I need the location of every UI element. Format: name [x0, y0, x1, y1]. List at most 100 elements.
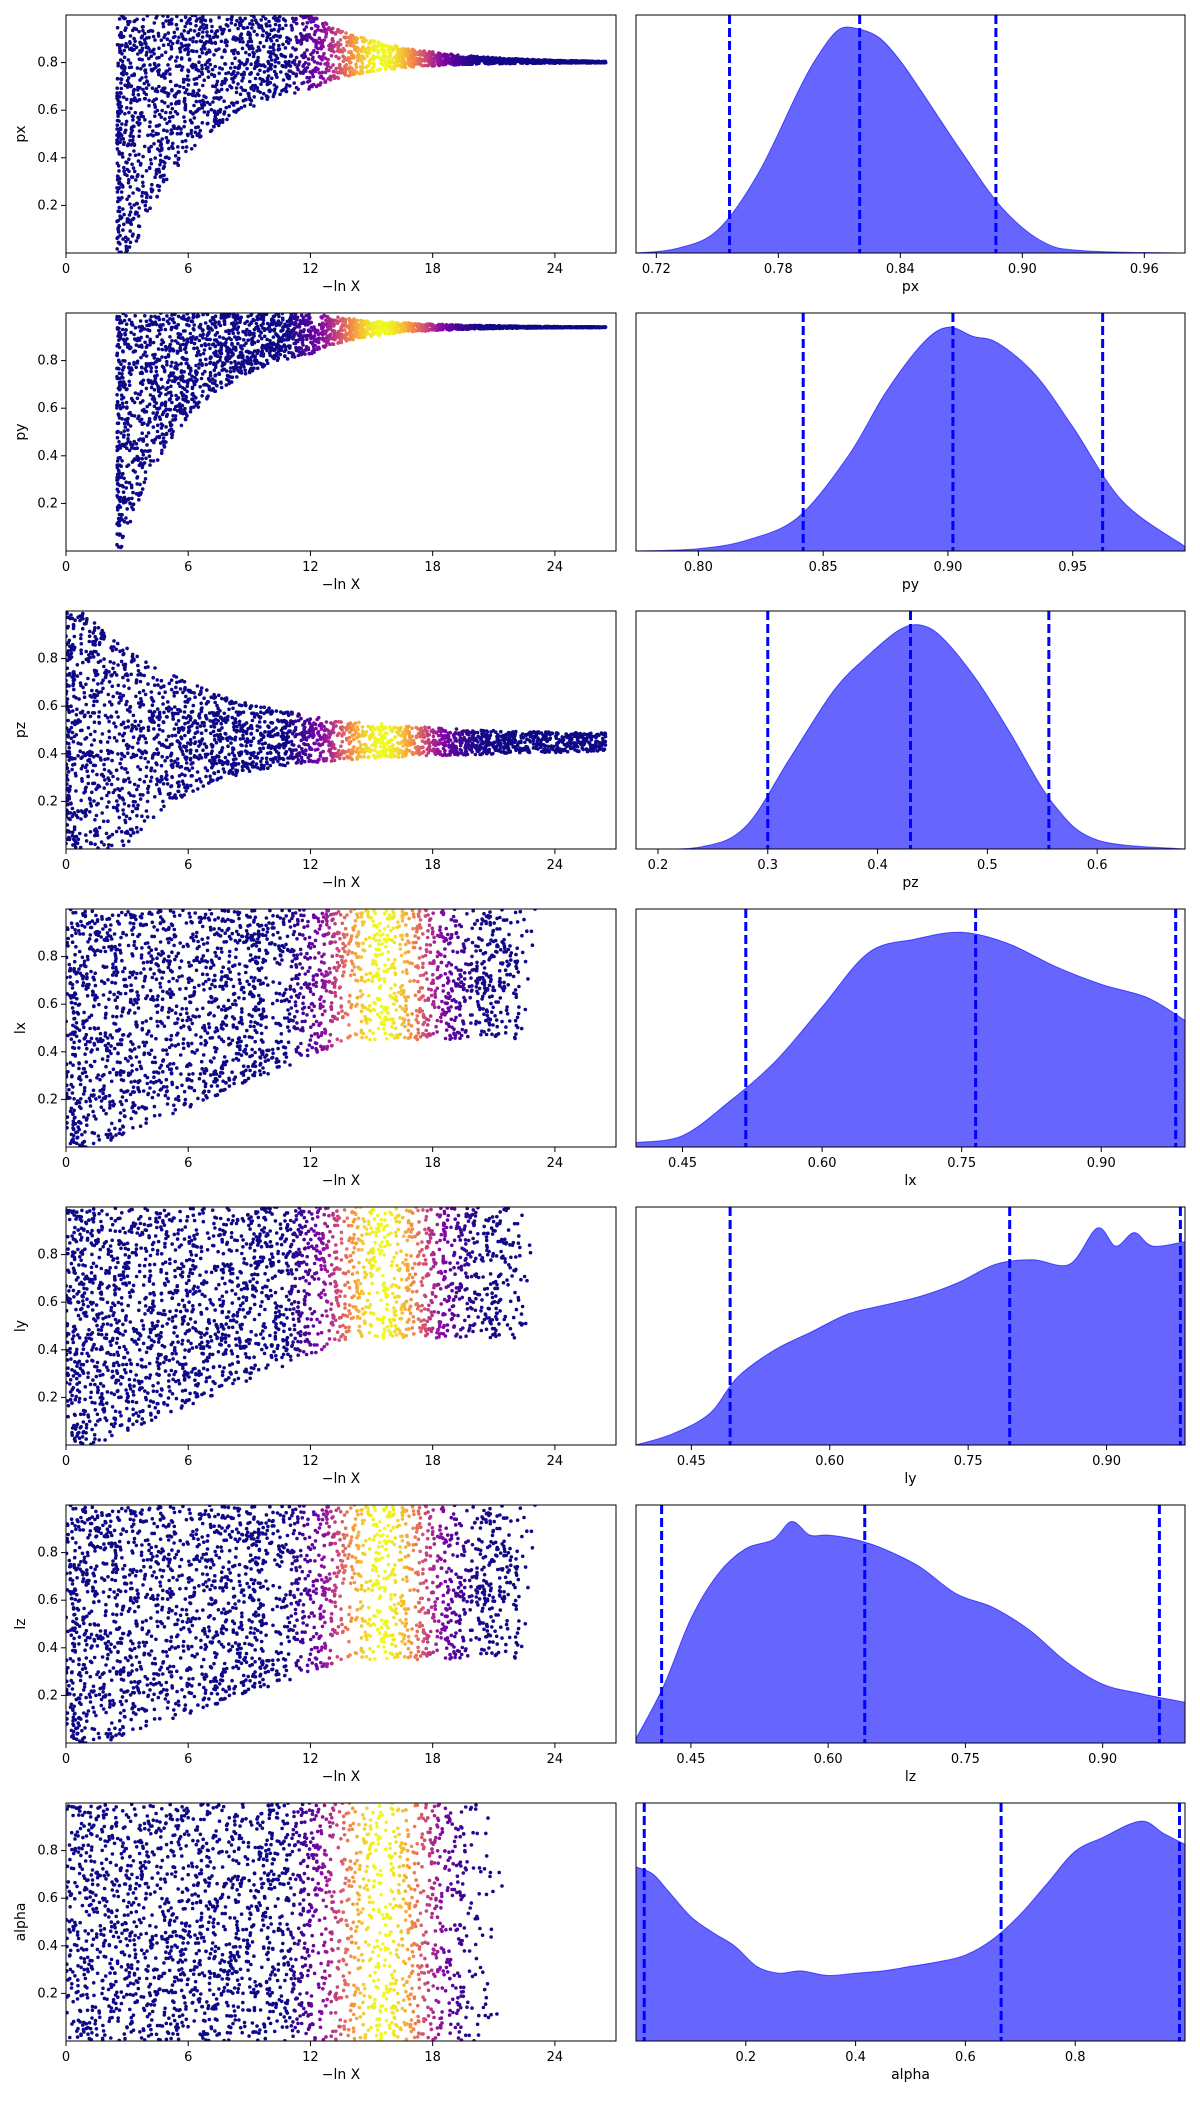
scatter-point [213, 374, 217, 378]
scatter-point [124, 129, 128, 133]
scatter-point [420, 63, 424, 67]
scatter-point [244, 372, 248, 376]
scatter-point [223, 48, 227, 52]
scatter-point [116, 43, 120, 47]
scatter-point [278, 24, 282, 28]
scatter-point [221, 118, 225, 122]
scatter-point [345, 63, 349, 67]
scatter-point [135, 455, 139, 459]
scatter-point [183, 25, 187, 29]
scatter-point [182, 125, 186, 129]
scatter-point [176, 163, 180, 167]
scatter-point [261, 34, 265, 38]
scatter-point [284, 24, 288, 28]
scatter-point [128, 40, 132, 44]
scatter-point [337, 319, 341, 323]
scatter-point [272, 95, 276, 99]
scatter-point [337, 57, 341, 61]
scatter-point [301, 38, 305, 42]
scatter-point [158, 406, 162, 410]
scatter-point [188, 378, 192, 382]
scatter-point [152, 52, 156, 56]
scatter-point [301, 71, 305, 75]
scatter-point [134, 391, 138, 395]
scatter-point [317, 347, 321, 351]
scatter-point [150, 386, 154, 390]
scatter-point [236, 82, 240, 86]
scatter-point [202, 352, 206, 356]
scatter-point [272, 48, 276, 52]
scatter-point [197, 60, 201, 64]
scatter-point [177, 100, 181, 104]
scatter-point [208, 338, 212, 342]
scatter-point [119, 35, 123, 39]
scatter-point [182, 80, 186, 84]
scatter-point [210, 41, 214, 45]
scatter-point [213, 41, 217, 45]
scatter-point [161, 385, 165, 389]
scatter-point [187, 92, 191, 96]
scatter-point [213, 390, 217, 394]
scatter-point [180, 424, 184, 428]
scatter-point [359, 71, 363, 75]
scatter-point [124, 240, 128, 244]
scatter-point [180, 57, 184, 61]
scatter-point [167, 43, 171, 47]
scatter-point [191, 316, 195, 320]
scatter-point [125, 447, 129, 451]
scatter-point [467, 327, 471, 331]
scatter-point [187, 316, 191, 320]
scatter-point [198, 28, 202, 32]
scatter-point [303, 51, 307, 55]
scatter-point [264, 344, 268, 348]
scatter-point [148, 63, 152, 67]
scatter-point [127, 178, 131, 182]
scatter-point [156, 184, 160, 188]
scatter-point [181, 146, 185, 150]
scatter-point [147, 150, 151, 154]
scatter-point [230, 18, 234, 22]
scatter-point [189, 407, 193, 411]
scatter-point [316, 47, 320, 51]
scatter-point [117, 517, 121, 521]
scatter-point [146, 134, 150, 138]
scatter-point [262, 354, 266, 358]
scatter-point [174, 361, 178, 365]
scatter-point [141, 47, 145, 51]
scatter-point [128, 202, 132, 206]
scatter-point [186, 337, 190, 341]
scatter-point [232, 110, 236, 114]
scatter-point [210, 108, 214, 112]
scatter-point [140, 366, 144, 370]
scatter-point [183, 48, 187, 52]
scatter-point [204, 358, 208, 362]
scatter-point [115, 186, 119, 190]
scatter-point [354, 40, 358, 44]
scatter-point [169, 397, 173, 401]
scatter-point [133, 470, 137, 474]
scatter-point [379, 67, 383, 71]
scatter-point [117, 224, 121, 228]
scatter-point [211, 377, 215, 381]
scatter-point [122, 95, 126, 99]
scatter-point [240, 79, 244, 83]
scatter-point [119, 128, 123, 132]
scatter-point [235, 86, 239, 90]
x-tick-label: 0 [62, 262, 70, 277]
scatter-point [603, 326, 607, 330]
scatter-point [182, 338, 186, 342]
scatter-point [190, 92, 194, 96]
scatter-point [151, 134, 155, 138]
scatter-point [251, 337, 255, 341]
scatter-point [331, 342, 335, 346]
scatter-point [360, 334, 364, 338]
scatter-point [274, 343, 278, 347]
scatter-point [344, 31, 348, 35]
scatter-point [294, 317, 298, 321]
scatter-point [276, 334, 280, 338]
scatter-point [211, 100, 215, 104]
scatter-point [166, 105, 170, 109]
scatter-point [192, 323, 196, 327]
scatter-point [153, 379, 157, 383]
scatter-point [152, 341, 156, 345]
